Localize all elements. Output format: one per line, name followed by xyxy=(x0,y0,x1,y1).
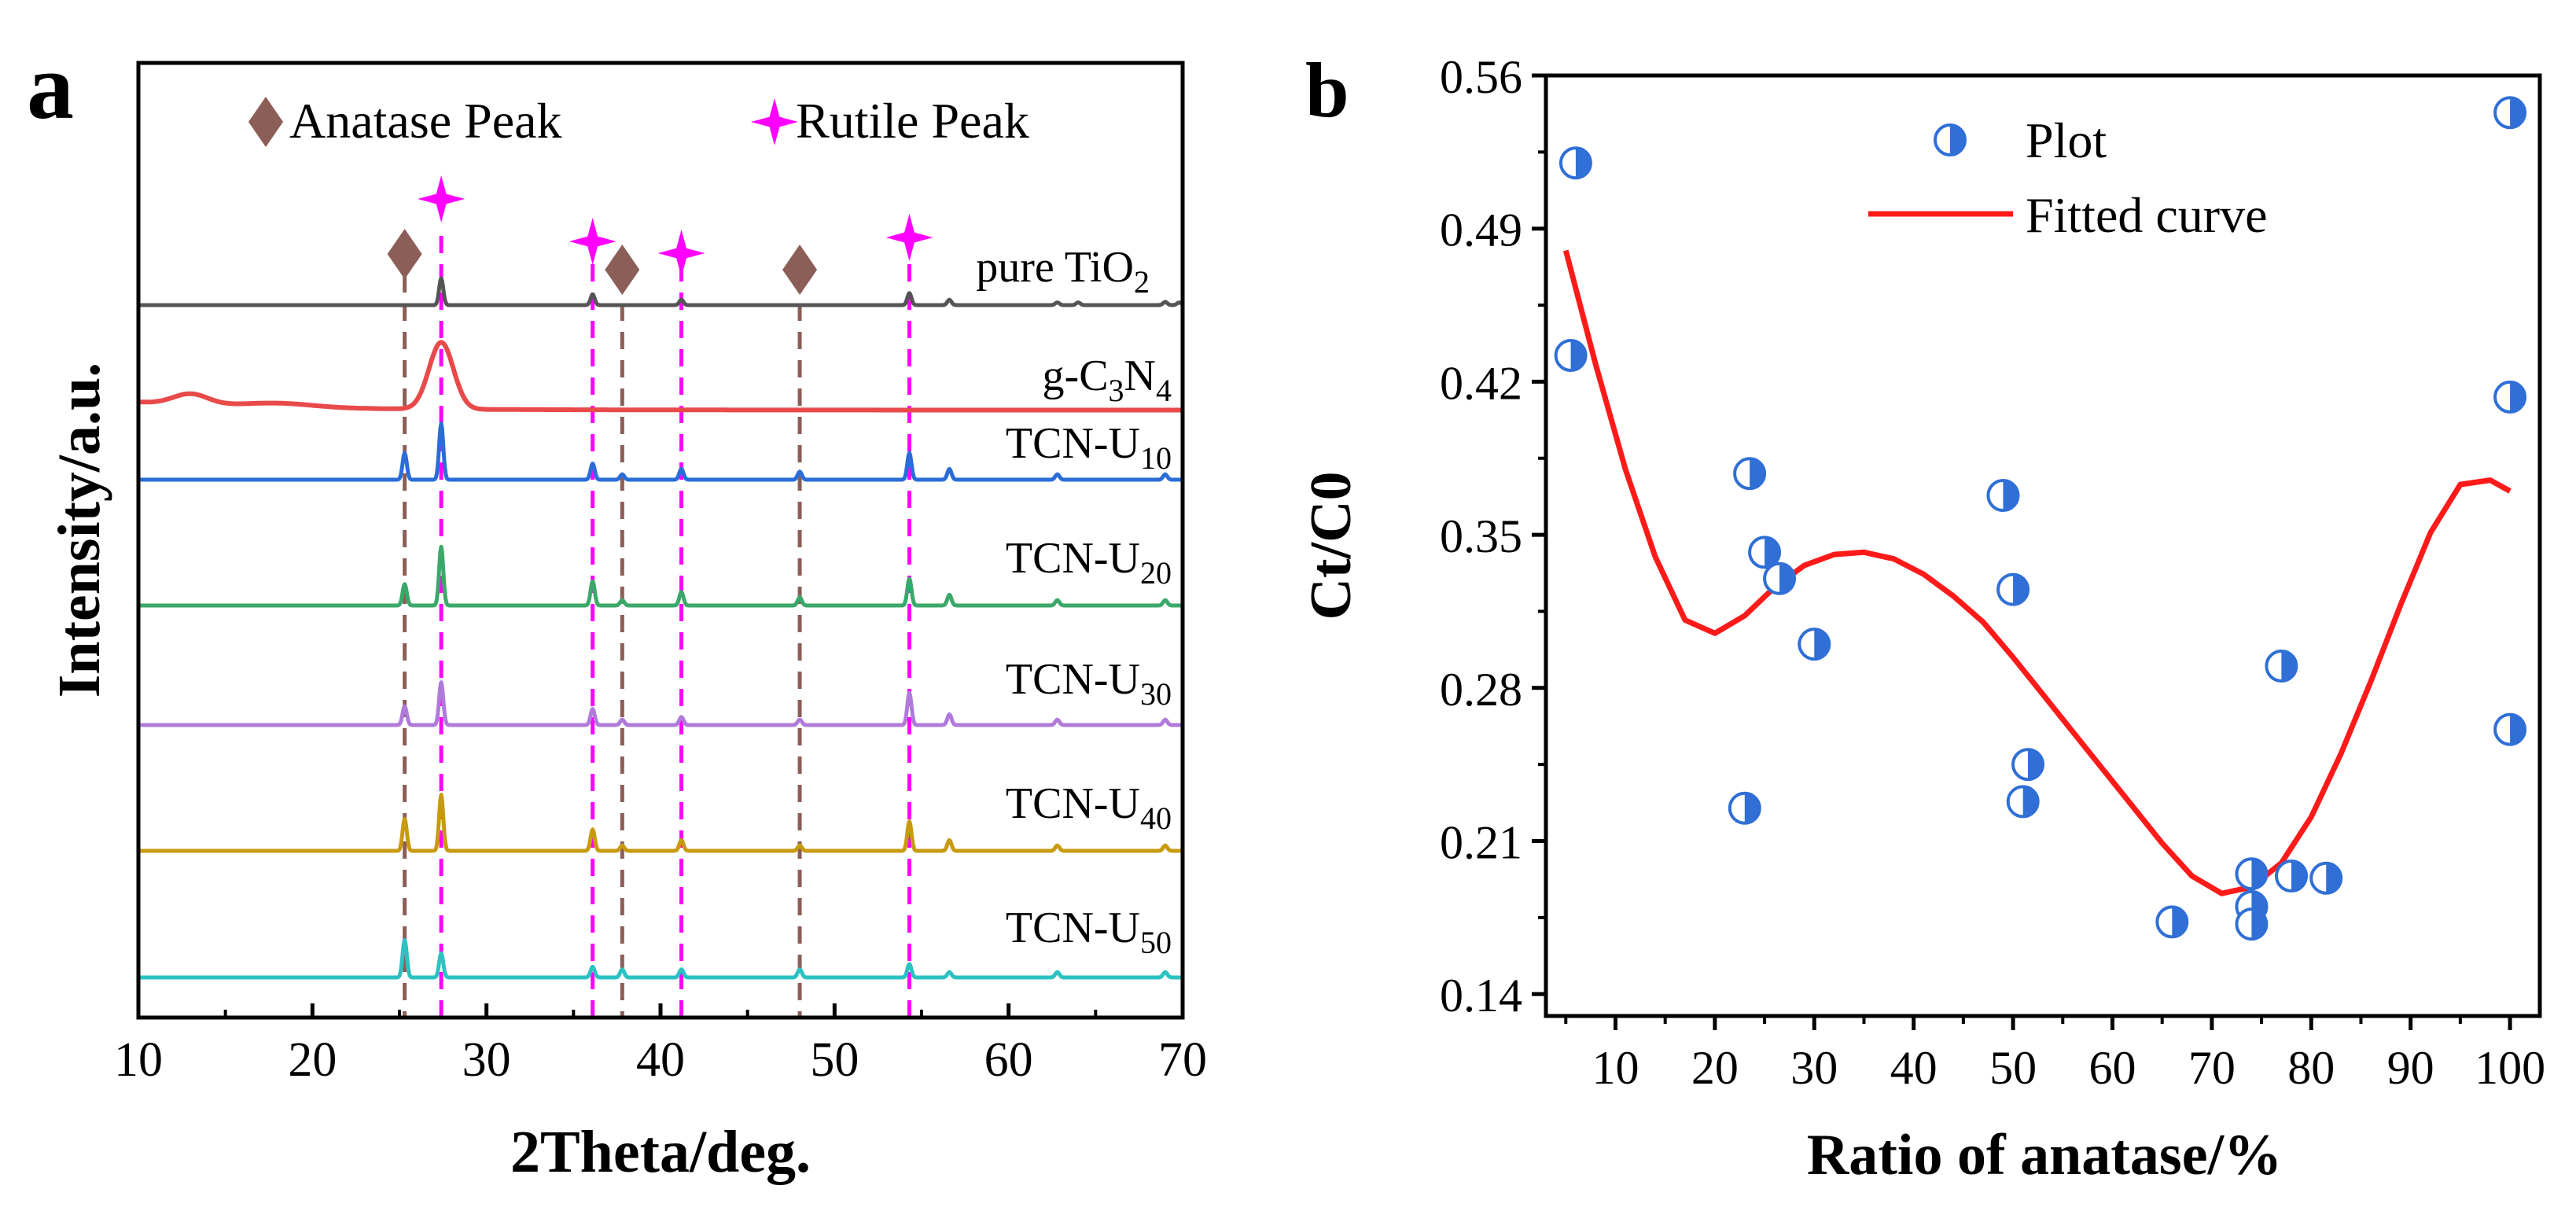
x-tick-label-b: 50 xyxy=(1989,1042,2037,1094)
x-tick-label-a: 40 xyxy=(636,1033,685,1087)
x-tick-label-b: 30 xyxy=(1790,1042,1838,1094)
x-tick-label-a: 50 xyxy=(810,1033,859,1087)
x-tick-label-a: 10 xyxy=(114,1033,163,1087)
data-point xyxy=(1733,457,1767,491)
anatase-legend-label: Anatase Peak xyxy=(289,93,562,149)
plot-legend-label: Plot xyxy=(2026,112,2107,168)
xrd-curve xyxy=(137,793,1184,853)
xrd-curve xyxy=(137,276,1184,307)
data-point xyxy=(2011,748,2045,782)
panel-a-label: a xyxy=(27,34,74,138)
y-axis-title-a: Intensity/a.u. xyxy=(46,363,112,698)
data-point xyxy=(2265,649,2298,683)
xrd-patterns xyxy=(137,276,1184,980)
x-tick-label-a: 20 xyxy=(288,1033,337,1087)
data-point xyxy=(2155,905,2189,939)
data-point xyxy=(1554,339,1588,373)
x-axis-title-a: 2Theta/deg. xyxy=(510,1119,811,1185)
panel-b: b 10 20 30 40 50 60 70 80 90 100 0.14 0.21 0.28 0.35 0… xyxy=(1299,46,2545,1187)
x-axis-title-b: Ratio of anatase/% xyxy=(1807,1123,2282,1187)
data-point xyxy=(1728,791,1761,825)
x-tick-label-b: 70 xyxy=(2188,1042,2236,1094)
axis-ticks-b: 10 20 30 40 50 60 70 80 90 100 0.14 0.21 0.28 0.35 0.4… xyxy=(1440,51,2545,1094)
data-point xyxy=(1763,561,1797,595)
xrd-curve xyxy=(137,680,1184,727)
plot-frame-b xyxy=(1544,73,2542,1018)
anatase-legend-marker xyxy=(248,97,283,147)
scatter-points xyxy=(1554,96,2527,941)
rutile-peak-marker xyxy=(657,230,705,277)
y-tick-label-b: 0.35 xyxy=(1440,510,1522,562)
xrd-curve xyxy=(137,544,1184,608)
data-point xyxy=(2006,785,2040,819)
sample-label: TCN-U50 xyxy=(1006,904,1172,960)
sample-labels: pure TiO2 g-C3N4 TCN-U10 TCN-U20 TCN-U30 TCN-… xyxy=(976,243,1172,960)
x-tick-label-b: 80 xyxy=(2287,1042,2335,1094)
data-point xyxy=(1996,572,2030,606)
rutile-peak-marker xyxy=(569,218,616,265)
data-point xyxy=(2235,907,2269,941)
x-tick-label-b: 20 xyxy=(1691,1042,1739,1094)
y-tick-label-b: 0.28 xyxy=(1440,664,1522,716)
data-point xyxy=(2309,861,2343,895)
rutile-peak-marker xyxy=(885,214,933,261)
data-point xyxy=(1986,479,2020,513)
sample-label: TCN-U40 xyxy=(1006,779,1172,836)
data-point xyxy=(2493,96,2527,130)
rutile-legend-label: Rutile Peak xyxy=(796,93,1029,149)
x-tick-label-b: 100 xyxy=(2475,1042,2545,1094)
x-tick-label-a: 30 xyxy=(462,1033,511,1087)
xrd-curve xyxy=(137,937,1184,980)
y-tick-label-b: 0.56 xyxy=(1440,51,1522,103)
y-tick-label-b: 0.49 xyxy=(1440,204,1522,256)
fit-legend-label: Fitted curve xyxy=(2026,187,2267,243)
fitted-curve xyxy=(1562,249,2512,896)
peak-guide-lines xyxy=(403,236,912,1018)
x-axis-ticks-a: 10 20 30 40 50 60 70 xyxy=(114,1003,1207,1087)
x-tick-label-b: 60 xyxy=(2088,1042,2136,1094)
data-point xyxy=(2493,380,2527,414)
plot-legend-marker xyxy=(1934,123,1967,156)
x-tick-label-b: 10 xyxy=(1592,1042,1639,1094)
panel-b-label: b xyxy=(1305,46,1349,134)
panel-a: a pure TiO2 g-C3N4 TCN-U10 TCN-U20 TCN-U30 TC… xyxy=(27,34,1207,1185)
x-tick-label-a: 60 xyxy=(984,1033,1033,1087)
x-tick-label-a: 70 xyxy=(1158,1033,1207,1087)
anatase-peak-marker xyxy=(387,229,422,279)
sample-label: TCN-U10 xyxy=(1006,419,1172,476)
anatase-peak-marker xyxy=(605,245,640,295)
data-point xyxy=(2235,857,2269,891)
rutile-legend-marker xyxy=(751,98,798,145)
data-point xyxy=(1748,536,1782,569)
y-tick-label-b: 0.14 xyxy=(1440,970,1522,1021)
data-point xyxy=(2493,712,2527,746)
sample-label: TCN-U30 xyxy=(1006,655,1172,712)
sample-label: g-C3N4 xyxy=(1043,352,1172,408)
sample-label: pure TiO2 xyxy=(976,243,1150,300)
xrd-curve xyxy=(137,421,1184,482)
data-point xyxy=(1558,146,1592,180)
sample-label: TCN-U20 xyxy=(1006,534,1172,591)
data-point xyxy=(1798,628,1831,661)
y-axis-title-b: Ct/C0 xyxy=(1299,471,1363,620)
anatase-peak-marker xyxy=(782,245,818,295)
y-tick-label-b: 0.21 xyxy=(1440,816,1522,868)
legend-b: Plot Fitted curve xyxy=(1868,112,2267,243)
peak-markers xyxy=(387,175,933,295)
rutile-peak-marker xyxy=(418,175,466,223)
x-tick-label-b: 40 xyxy=(1890,1042,1938,1094)
data-point xyxy=(2275,859,2308,893)
x-tick-label-b: 90 xyxy=(2387,1042,2434,1094)
y-tick-label-b: 0.42 xyxy=(1440,357,1522,409)
legend-a: Anatase Peak Rutile Peak xyxy=(248,93,1029,149)
xrd-curve xyxy=(137,340,1184,413)
plot-legend-symbol xyxy=(1934,123,1967,156)
